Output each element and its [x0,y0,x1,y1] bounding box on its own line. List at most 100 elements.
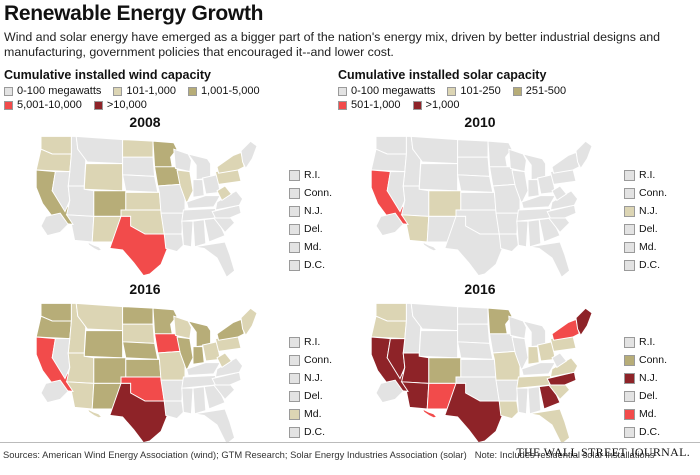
state-north-dakota [122,306,154,325]
legend-swatch [338,86,347,96]
small-state-label: Del. [639,390,658,402]
state-north-dakota [122,139,154,158]
state-montana [75,135,124,165]
small-states-legend: R.I. Conn. N.J. Del. Md. D.C. [289,333,332,441]
small-state-swatch [624,223,635,235]
state-texas [444,215,503,277]
state-virginia [549,357,579,378]
state-texas [109,215,168,277]
map-year-label: 2016 [464,281,496,297]
state-north-dakota [457,139,489,158]
state-arizona [65,381,95,410]
legend-swatch [512,86,522,96]
state-nebraska [122,174,159,193]
state-hawaii [421,407,438,419]
state-indiana [527,179,540,198]
state-georgia [203,384,226,410]
state-new-york [216,151,245,174]
state-minnesota [152,140,178,168]
legend-swatch [412,100,422,110]
small-state-item: N.J. [289,202,332,220]
small-state-item: Del. [624,387,667,405]
state-nebraska [457,341,494,360]
small-state-item: Md. [289,238,332,256]
map-panel-solar-2016: 2016 R.I. Conn. N.J. Del. Md. D.C. [335,281,685,449]
small-state-item: Conn. [624,351,667,369]
state-kentucky [186,195,222,209]
page-subtitle: Wind and solar energy have emerged as a … [4,30,661,59]
state-montana [410,135,459,165]
state-illinois [176,336,194,372]
small-state-item: Conn. [624,184,667,202]
state-new-york [551,318,580,341]
wind-legend: 0-100 megawatts 101-1,000 1,001-5,000 5,… [4,84,272,112]
small-state-swatch [289,187,300,199]
state-alaska [375,212,404,237]
map-panel-wind-2016: 2016 R.I. Conn. N.J. Del. Md. D.C. [0,281,350,449]
state-iowa [489,333,516,354]
small-state-item: R.I. [289,166,332,184]
state-minnesota [487,307,513,335]
small-state-label: N.J. [304,205,323,217]
legend-label: 501-1,000 [351,99,401,111]
state-new-england [575,140,593,170]
state-louisiana [163,400,184,420]
small-state-item: N.J. [624,369,667,387]
small-state-label: Del. [304,223,323,235]
us-map [370,135,593,278]
footer-divider [0,442,700,443]
state-wisconsin [508,148,527,173]
state-wisconsin [173,315,192,340]
state-mississippi [516,220,529,248]
small-state-item: Md. [624,238,667,256]
state-south-dakota [457,323,491,344]
map-panel-solar-2010: 2010 R.I. Conn. N.J. Del. Md. D.C. [335,114,685,282]
small-state-item: Md. [289,405,332,423]
state-alaska [40,212,69,237]
small-state-item: N.J. [289,369,332,387]
state-minnesota [487,140,513,168]
small-state-item: Md. [624,405,667,423]
state-new-england [575,307,593,337]
small-state-swatch [624,408,635,420]
state-north-dakota [457,306,489,325]
small-state-swatch [624,187,635,199]
solar-legend-item-0: 0-100 megawatts [338,85,435,97]
state-nebraska [122,341,159,360]
small-state-swatch [289,241,300,253]
state-utah [66,185,95,217]
state-louisiana [163,233,184,253]
state-illinois [176,169,194,205]
small-state-label: R.I. [304,169,321,181]
state-arkansas [160,212,184,235]
state-florida [194,408,236,445]
solar-legend-title: Cumulative installed solar capacity [338,68,547,82]
footer-note: Note: Includes residential solar install… [474,449,655,460]
state-mississippi [181,220,194,248]
small-state-label: D.C. [639,426,660,438]
state-michigan [187,153,212,181]
legend-label: 5,001-10,000 [17,99,82,111]
state-mississippi [516,387,529,415]
state-wyoming [418,330,459,359]
state-montana [75,302,124,332]
small-state-swatch [624,259,635,271]
wind-legend-item-3: 5,001-10,000 [4,99,82,111]
state-montana [410,302,459,332]
state-kentucky [521,195,557,209]
footer-sources: Sources: American Wind Energy Associatio… [3,449,467,460]
small-state-label: Md. [639,241,657,253]
legend-swatch [338,100,347,110]
state-florida [529,241,571,278]
state-west-virginia [551,352,568,369]
state-georgia [538,384,561,410]
map-year-label: 2016 [129,281,161,297]
state-texas [444,382,503,444]
wind-legend-title: Cumulative installed wind capacity [4,68,212,82]
state-new-england [240,140,258,170]
small-state-item: D.C. [289,256,332,274]
small-state-label: R.I. [304,336,321,348]
small-state-item: Del. [624,220,667,238]
wind-legend-item-4: >10,000 [93,99,147,111]
state-indiana [527,346,540,365]
